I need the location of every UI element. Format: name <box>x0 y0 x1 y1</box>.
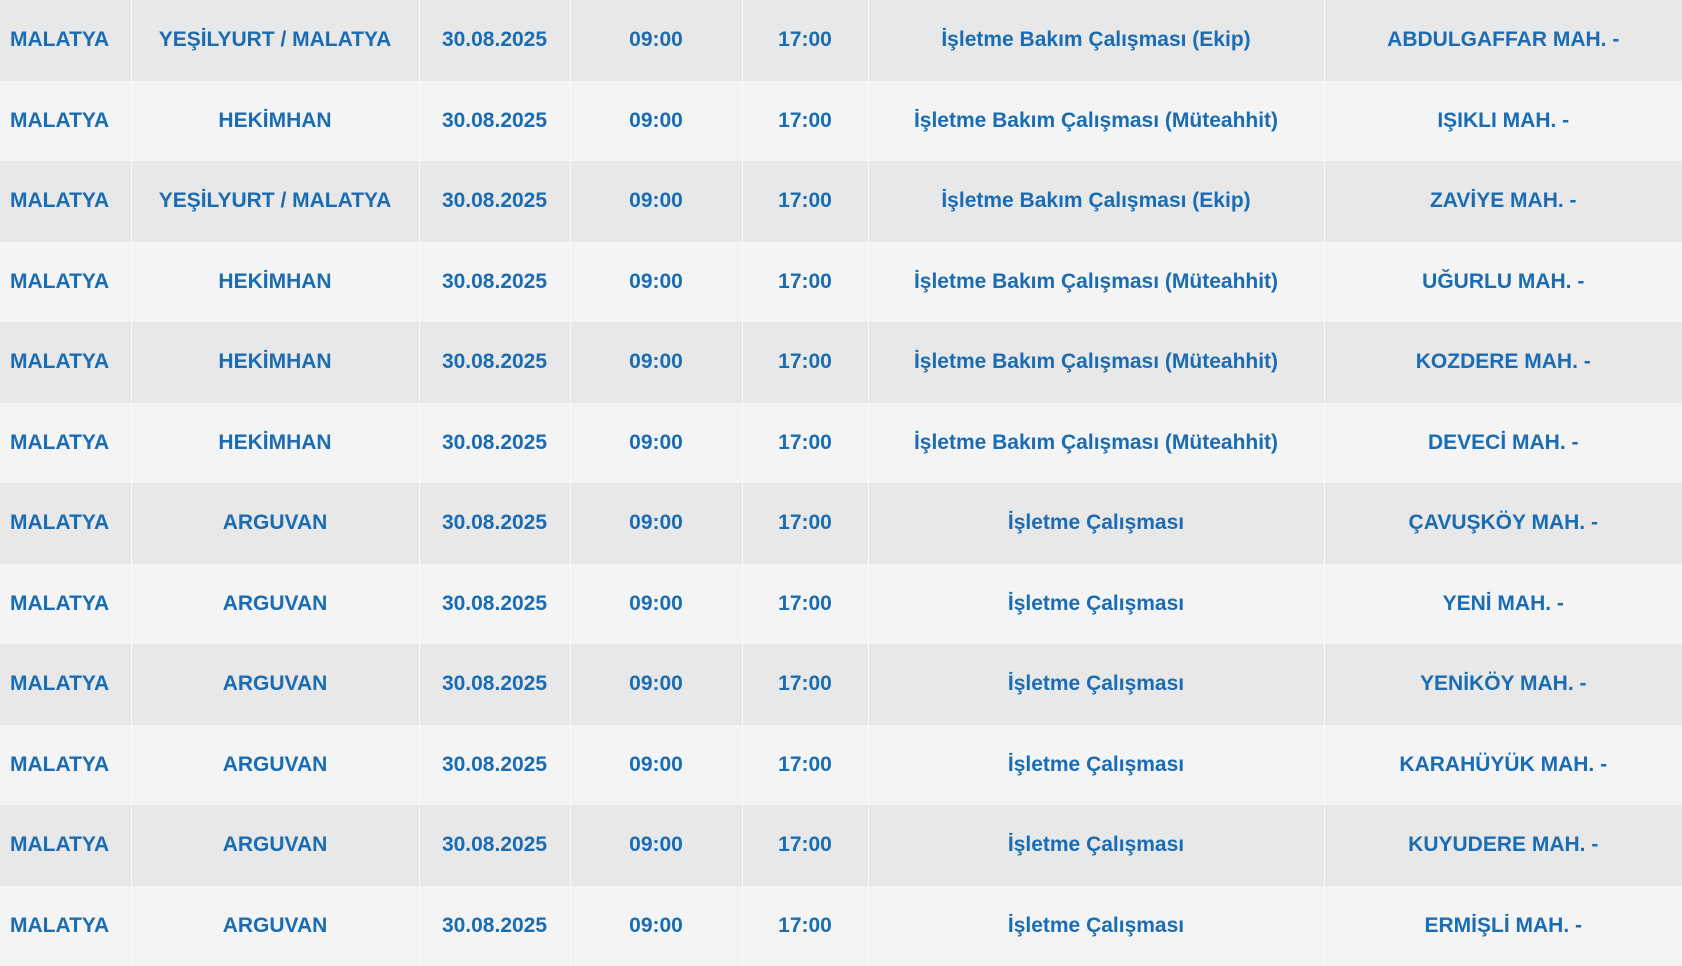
district-cell: HEKİMHAN <box>131 403 419 484</box>
district-cell: HEKİMHAN <box>131 322 419 403</box>
date-cell: 30.08.2025 <box>419 564 570 645</box>
neighborhood-cell: KARAHÜYÜK MAH. - <box>1324 725 1682 806</box>
date-cell: 30.08.2025 <box>419 0 570 81</box>
province-cell: MALATYA <box>0 242 131 323</box>
reason-cell: İşletme Bakım Çalışması (Müteahhit) <box>868 81 1324 162</box>
neighborhood-cell: UĞURLU MAH. - <box>1324 242 1682 323</box>
province-cell: MALATYA <box>0 564 131 645</box>
district-cell: YEŞİLYURT / MALATYA <box>131 161 419 242</box>
date-cell: 30.08.2025 <box>419 403 570 484</box>
neighborhood-cell: DEVECİ MAH. - <box>1324 403 1682 484</box>
start-time-cell: 09:00 <box>570 805 742 886</box>
date-cell: 30.08.2025 <box>419 81 570 162</box>
start-time-cell: 09:00 <box>570 403 742 484</box>
neighborhood-cell: ZAVİYE MAH. - <box>1324 161 1682 242</box>
date-cell: 30.08.2025 <box>419 725 570 806</box>
reason-cell: İşletme Çalışması <box>868 483 1324 564</box>
neighborhood-cell: YENİKÖY MAH. - <box>1324 644 1682 725</box>
province-cell: MALATYA <box>0 886 131 966</box>
province-cell: MALATYA <box>0 81 131 162</box>
start-time-cell: 09:00 <box>570 886 742 966</box>
neighborhood-cell: ERMİŞLİ MAH. - <box>1324 886 1682 966</box>
province-cell: MALATYA <box>0 483 131 564</box>
reason-cell: İşletme Bakım Çalışması (Müteahhit) <box>868 242 1324 323</box>
end-time-cell: 17:00 <box>742 644 868 725</box>
district-cell: ARGUVAN <box>131 886 419 966</box>
end-time-cell: 17:00 <box>742 242 868 323</box>
reason-cell: İşletme Çalışması <box>868 805 1324 886</box>
reason-cell: İşletme Çalışması <box>868 886 1324 966</box>
neighborhood-cell: ÇAVUŞKÖY MAH. - <box>1324 483 1682 564</box>
end-time-cell: 17:00 <box>742 725 868 806</box>
district-cell: HEKİMHAN <box>131 242 419 323</box>
district-cell: ARGUVAN <box>131 805 419 886</box>
province-cell: MALATYA <box>0 644 131 725</box>
start-time-cell: 09:00 <box>570 725 742 806</box>
district-cell: HEKİMHAN <box>131 81 419 162</box>
province-cell: MALATYA <box>0 161 131 242</box>
province-cell: MALATYA <box>0 0 131 81</box>
date-cell: 30.08.2025 <box>419 886 570 966</box>
district-cell: ARGUVAN <box>131 644 419 725</box>
start-time-cell: 09:00 <box>570 81 742 162</box>
province-cell: MALATYA <box>0 725 131 806</box>
province-cell: MALATYA <box>0 322 131 403</box>
reason-cell: İşletme Bakım Çalışması (Ekip) <box>868 161 1324 242</box>
date-cell: 30.08.2025 <box>419 483 570 564</box>
district-cell: ARGUVAN <box>131 564 419 645</box>
end-time-cell: 17:00 <box>742 161 868 242</box>
reason-cell: İşletme Çalışması <box>868 564 1324 645</box>
date-cell: 30.08.2025 <box>419 805 570 886</box>
date-cell: 30.08.2025 <box>419 322 570 403</box>
reason-cell: İşletme Çalışması <box>868 725 1324 806</box>
end-time-cell: 17:00 <box>742 483 868 564</box>
date-cell: 30.08.2025 <box>419 161 570 242</box>
end-time-cell: 17:00 <box>742 805 868 886</box>
end-time-cell: 17:00 <box>742 81 868 162</box>
province-cell: MALATYA <box>0 403 131 484</box>
end-time-cell: 17:00 <box>742 403 868 484</box>
end-time-cell: 17:00 <box>742 564 868 645</box>
start-time-cell: 09:00 <box>570 161 742 242</box>
start-time-cell: 09:00 <box>570 322 742 403</box>
date-cell: 30.08.2025 <box>419 242 570 323</box>
district-cell: ARGUVAN <box>131 725 419 806</box>
neighborhood-cell: KUYUDERE MAH. - <box>1324 805 1682 886</box>
end-time-cell: 17:00 <box>742 886 868 966</box>
date-cell: 30.08.2025 <box>419 644 570 725</box>
reason-cell: İşletme Bakım Çalışması (Ekip) <box>868 0 1324 81</box>
province-cell: MALATYA <box>0 805 131 886</box>
district-cell: YEŞİLYURT / MALATYA <box>131 0 419 81</box>
end-time-cell: 17:00 <box>742 322 868 403</box>
start-time-cell: 09:00 <box>570 0 742 81</box>
neighborhood-cell: YENİ MAH. - <box>1324 564 1682 645</box>
reason-cell: İşletme Bakım Çalışması (Müteahhit) <box>868 322 1324 403</box>
start-time-cell: 09:00 <box>570 242 742 323</box>
neighborhood-cell: IŞIKLI MAH. - <box>1324 81 1682 162</box>
start-time-cell: 09:00 <box>570 564 742 645</box>
end-time-cell: 17:00 <box>742 0 868 81</box>
district-cell: ARGUVAN <box>131 483 419 564</box>
start-time-cell: 09:00 <box>570 483 742 564</box>
reason-cell: İşletme Çalışması <box>868 644 1324 725</box>
neighborhood-cell: KOZDERE MAH. - <box>1324 322 1682 403</box>
neighborhood-cell: ABDULGAFFAR MAH. - <box>1324 0 1682 81</box>
start-time-cell: 09:00 <box>570 644 742 725</box>
reason-cell: İşletme Bakım Çalışması (Müteahhit) <box>868 403 1324 484</box>
